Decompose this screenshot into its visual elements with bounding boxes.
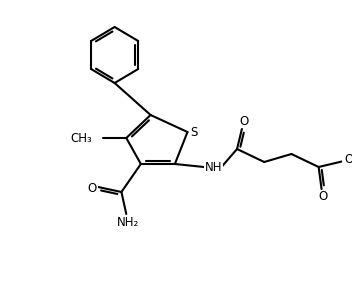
Text: O: O [319, 191, 328, 204]
Text: S: S [190, 126, 198, 139]
Text: NH: NH [205, 160, 222, 174]
Text: O: O [88, 181, 97, 195]
Text: O: O [239, 114, 249, 128]
Text: O: O [344, 153, 352, 166]
Text: CH₃: CH₃ [70, 131, 92, 145]
Text: NH₂: NH₂ [117, 216, 139, 229]
